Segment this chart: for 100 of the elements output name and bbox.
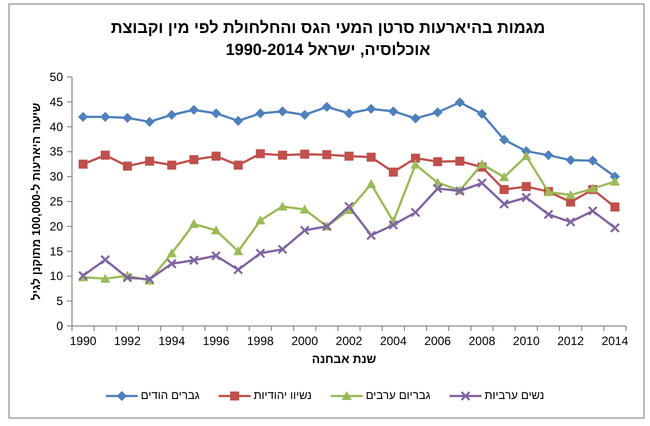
y-tick-label: 40: [50, 120, 64, 134]
y-tick-label: 0: [56, 319, 64, 333]
point: [566, 155, 576, 166]
point: [388, 168, 398, 177]
point: [78, 112, 88, 122]
x-tick-label: 1998: [247, 334, 274, 348]
point: [278, 106, 288, 116]
point: [100, 150, 110, 160]
legend-label: גבריום ערבים: [366, 390, 431, 402]
point: [188, 104, 199, 115]
point: [543, 209, 554, 220]
point: [233, 116, 244, 126]
point: [499, 172, 510, 182]
point: [410, 207, 420, 218]
x-tick-label: 1994: [158, 334, 186, 348]
point: [100, 112, 110, 122]
point: [566, 190, 576, 200]
point: [322, 102, 332, 112]
point: [278, 244, 288, 254]
x-tick-label: 1996: [202, 334, 230, 348]
y-tick-label: 10: [50, 269, 64, 284]
x-tick-label: 2010: [512, 334, 540, 348]
point: [366, 104, 376, 114]
point: [166, 248, 177, 258]
point: [433, 157, 442, 166]
point: [499, 134, 510, 145]
point: [454, 97, 465, 108]
point: [166, 258, 177, 269]
legend-label: גברים הודים: [140, 390, 200, 402]
x-axis-title: שנת אבחנה: [312, 352, 376, 366]
point: [610, 202, 620, 212]
x-tick-label: 2012: [557, 334, 584, 348]
point: [300, 225, 310, 236]
point: [145, 156, 154, 166]
x-tick-label: 2000: [291, 334, 318, 348]
x-tick-label: 2004: [380, 334, 407, 348]
point: [212, 152, 221, 161]
point: [122, 272, 132, 283]
point: [388, 220, 398, 230]
point: [211, 108, 222, 118]
point: [543, 150, 554, 160]
y-tick-label: 35: [50, 144, 64, 159]
point: [521, 192, 532, 203]
y-tick-label: 20: [50, 219, 64, 234]
point: [189, 155, 198, 164]
point: [476, 108, 487, 119]
point: [432, 184, 443, 194]
point: [410, 113, 420, 124]
point: [344, 201, 354, 212]
point: [344, 152, 354, 161]
point: [366, 179, 376, 188]
point: [100, 274, 110, 283]
y-tick-label: 15: [50, 244, 64, 258]
point: [610, 176, 620, 186]
point: [255, 248, 266, 258]
point: [344, 108, 354, 118]
point: [476, 159, 487, 168]
point: [300, 150, 310, 159]
point: [521, 151, 532, 160]
point: [322, 150, 332, 160]
point: [167, 160, 176, 170]
x-tick-label: 2014: [602, 334, 629, 348]
y-tick-label: 25: [50, 194, 64, 208]
legend-label: נשים ערביות: [484, 390, 544, 402]
y-tick-label: 30: [50, 170, 64, 184]
point: [300, 110, 310, 120]
point: [455, 156, 464, 166]
point: [366, 230, 376, 240]
point: [188, 218, 199, 228]
point: [610, 222, 620, 233]
point: [234, 160, 243, 170]
x-tick-label: 2002: [336, 334, 363, 348]
point: [278, 201, 288, 210]
x-tick-label: 1990: [70, 334, 97, 348]
point: [410, 154, 420, 163]
point: [255, 108, 266, 118]
point: [278, 150, 288, 160]
y-axis-title: שיעור היארעות ל-100,000 מתוקנן לגיל: [30, 102, 43, 300]
point: [432, 107, 443, 118]
x-tick-label: 1992: [114, 334, 142, 348]
point: [233, 246, 244, 256]
chart-title: מגמות בהיארעות סרטן המעי הגס והחלחולת לפי מין וקבוצת אוכלוסיה, ישראל 1990-2014: [110, 19, 546, 59]
point: [122, 162, 132, 171]
point: [366, 152, 376, 162]
point: [188, 255, 199, 266]
point: [100, 254, 110, 265]
point: [166, 110, 177, 120]
point: [233, 264, 244, 275]
point: [388, 106, 398, 116]
x-tick-label: 2006: [424, 334, 452, 348]
y-tick-label: 5: [56, 294, 64, 308]
point: [300, 204, 310, 214]
point: [211, 225, 222, 234]
point: [500, 185, 509, 194]
y-tick-label: 50: [50, 70, 64, 84]
point: [566, 216, 576, 227]
point: [522, 182, 531, 192]
point: [144, 116, 155, 127]
point: [588, 156, 598, 166]
x-tick-label: 2008: [468, 334, 496, 348]
